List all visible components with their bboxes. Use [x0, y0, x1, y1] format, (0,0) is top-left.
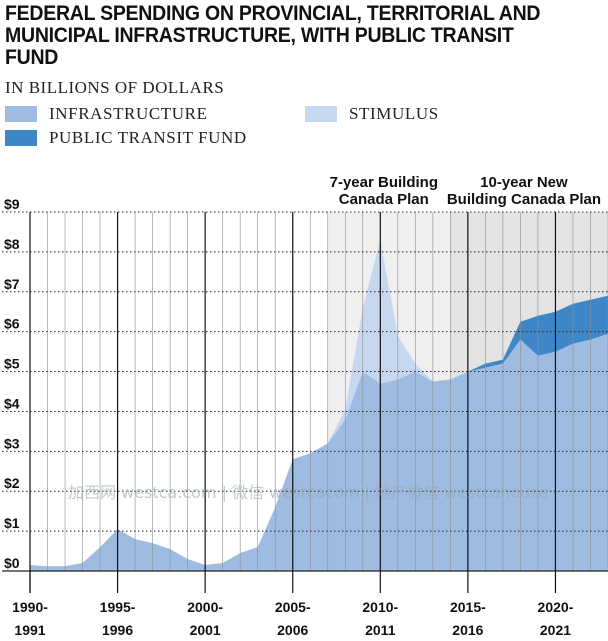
x-tick-label: 2016 [452, 622, 483, 638]
x-tick-label: 2000- [187, 599, 223, 615]
x-tick-label: 2001 [190, 622, 221, 638]
legend-label-stimulus: STIMULUS [349, 104, 439, 123]
y-tick-label: $8 [4, 236, 20, 252]
legend-label-public-transit-fund: PUBLIC TRANSIT FUND [49, 128, 247, 147]
legend-swatch-public-transit-fund [5, 130, 37, 146]
y-tick-label: $9 [4, 196, 20, 212]
period-label-1: Building Canada Plan [447, 191, 601, 208]
y-tick-label: $5 [4, 356, 20, 372]
y-tick-label: $6 [4, 316, 20, 332]
y-tick-label: $1 [4, 515, 20, 531]
x-tick-label: 2005- [275, 599, 311, 615]
period-label-1: 10-year New [480, 174, 568, 191]
y-tick-label: $3 [4, 435, 20, 451]
x-tick-label: 1990- [12, 599, 48, 615]
legend-swatch-stimulus [305, 106, 337, 122]
legend-item-public-transit-fund: PUBLIC TRANSIT FUND [5, 128, 247, 148]
x-tick-label: 2010- [362, 599, 398, 615]
chart-title: FEDERAL SPENDING ON PROVINCIAL, TERRITOR… [5, 2, 541, 69]
period-label-0: 7-year Building [330, 174, 438, 191]
y-tick-label: $7 [4, 276, 20, 292]
watermark-text: 加西网 westca.com | 微信 westcacom | 地产微信 wes… [68, 483, 549, 502]
period-label-0: Canada Plan [339, 191, 429, 208]
x-tick-label: 1991 [14, 622, 45, 638]
x-tick-label: 1996 [102, 622, 133, 638]
x-tick-label: 2015- [450, 599, 486, 615]
y-tick-label: $4 [4, 395, 20, 411]
x-tick-label: 2011 [365, 622, 396, 638]
chart-subtitle: IN BILLIONS OF DOLLARS [5, 78, 225, 97]
area-series-infrastructure [30, 333, 608, 571]
x-tick-label: 2021 [540, 622, 571, 638]
legend-label-infrastructure: INFRASTRUCTURE [49, 104, 208, 123]
x-tick-label: 1995- [100, 599, 136, 615]
x-tick-label: 2006 [277, 622, 308, 638]
y-tick-label: $2 [4, 475, 20, 491]
legend-item-stimulus: STIMULUS [305, 104, 439, 124]
x-tick-label: 2020- [538, 599, 574, 615]
legend-item-infrastructure: INFRASTRUCTURE [5, 104, 208, 124]
legend-swatch-infrastructure [5, 106, 37, 122]
y-tick-label: $0 [4, 555, 20, 571]
